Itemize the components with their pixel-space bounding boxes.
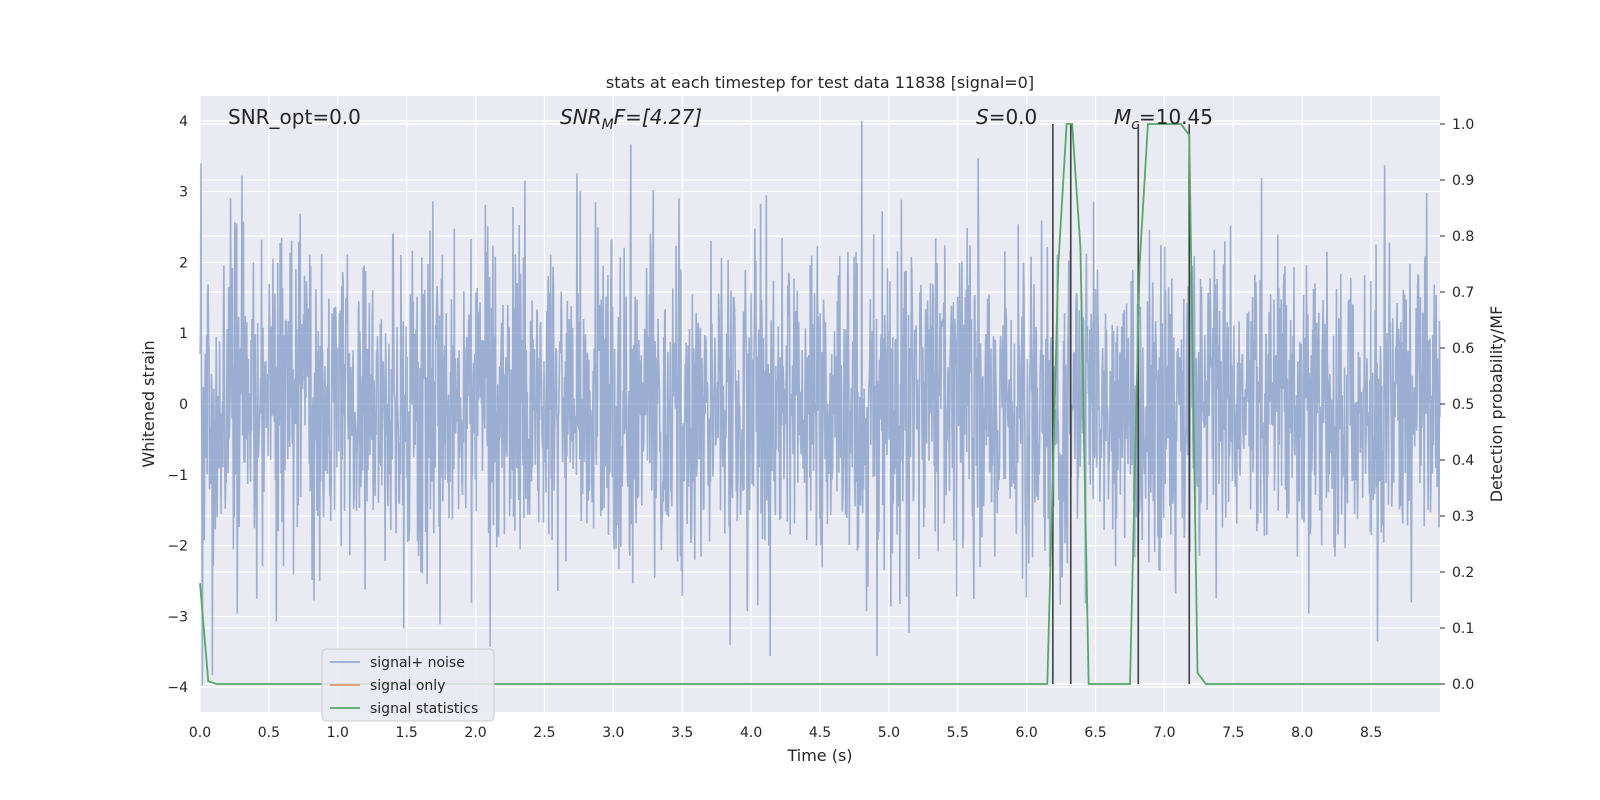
x-tick-label: 4.5	[809, 725, 831, 741]
x-tick-label: 8.0	[1291, 725, 1313, 741]
y2-tick-label: 0.9	[1452, 173, 1474, 189]
x-tick-label: 0.0	[189, 725, 211, 741]
y-axis-label: Whitened strain	[139, 340, 158, 467]
y-tick-label: −2	[167, 539, 188, 555]
chart-title: stats at each timestep for test data 118…	[606, 73, 1034, 92]
y-tick-label: 1	[179, 326, 188, 342]
annotation-snr-mf-rest: F=[4.27]	[614, 105, 702, 129]
x-tick-label: 2.0	[464, 725, 486, 741]
x-tick-label: 7.5	[1222, 725, 1244, 741]
y2-tick-label: 0.3	[1452, 509, 1474, 525]
annotation-mc-rest: =10.45	[1139, 105, 1213, 129]
legend-box	[321, 648, 495, 722]
x-tick-label: 5.5	[947, 725, 969, 741]
annotation-s-main: S	[976, 105, 989, 129]
x-tick-label: 0.5	[258, 725, 280, 741]
x-tick-label: 6.5	[1084, 725, 1106, 741]
legend-label-signal: signal only	[370, 678, 445, 694]
x-tick-label: 5.0	[878, 725, 900, 741]
x-tick-label: 6.0	[1016, 725, 1038, 741]
y2-tick-label: 0.2	[1452, 565, 1474, 581]
legend-label-stats: signal statistics	[370, 701, 478, 717]
x-tick-label: 3.0	[602, 725, 624, 741]
annotation-mc-sub: c	[1131, 117, 1139, 133]
annotation-snr-mf-sub: M	[602, 117, 614, 133]
x-tick-label: 2.5	[533, 725, 555, 741]
y2-tick-label: 0.8	[1452, 229, 1474, 245]
annotation-snr-opt: SNR_opt=0.0	[228, 105, 361, 129]
y2-tick-label: 0.5	[1452, 397, 1474, 413]
y2-tick-label: 0.4	[1452, 453, 1474, 469]
annotation-snr-mf: SNRMF=[4.27]	[560, 105, 702, 133]
vertical-lines	[1052, 124, 1191, 684]
y-tick-label: 0	[179, 397, 188, 413]
y-tick-label: 2	[179, 255, 188, 271]
x-tick-label: 1.0	[327, 725, 349, 741]
annotation-snr-mf-main: SNR	[560, 105, 602, 129]
stats-series	[199, 123, 1440, 685]
x-tick-labels: 0.0 0.5 1.0 1.5 2.0 2.5 3.0 3.5 4.0 4.5 5.0 5.5 6.0 6…	[189, 725, 1382, 741]
x-tick-label: 7.0	[1153, 725, 1175, 741]
y2-axis-label: Detection probability/MF	[1487, 306, 1506, 503]
x-tick-label: 4.0	[740, 725, 762, 741]
y-tick-label: −4	[167, 680, 188, 696]
legend: signal+ noise signal only signal statist…	[321, 648, 495, 722]
y2-tick-label: 0.1	[1452, 621, 1474, 637]
series-signal-noise	[199, 120, 1441, 686]
annotation-s: S=0.0	[976, 105, 1037, 129]
noise-series	[199, 120, 1441, 686]
annotation-mc-main: M	[1114, 105, 1131, 129]
y-tick-label: −3	[167, 609, 188, 625]
y2-tick-label: 1.0	[1452, 117, 1474, 133]
x-tick-label: 1.5	[396, 725, 418, 741]
y2-tick-labels: 1.0 0.9 0.8 0.7 0.6 0.5 0.4 0.3 0.2 0.1 0.0	[1440, 117, 1474, 693]
y2-tick-label: 0.6	[1452, 341, 1474, 357]
x-tick-label: 3.5	[671, 725, 693, 741]
annotation-s-rest: =0.0	[989, 105, 1038, 129]
y-tick-labels: 4 3 2 1 0 −1 −2 −3 −4	[167, 114, 188, 696]
x-tick-label: 8.5	[1360, 725, 1382, 741]
y-tick-label: 3	[179, 185, 188, 201]
y-tick-label: −1	[167, 468, 188, 484]
x-axis-label: Time (s)	[786, 746, 852, 765]
annotation-mc: Mc=10.45	[1114, 105, 1213, 133]
y2-tick-label: 0.0	[1452, 677, 1474, 693]
y-tick-label: 4	[179, 114, 188, 130]
legend-label-noise: signal+ noise	[370, 655, 465, 671]
series-signal-statistics	[199, 123, 1440, 685]
y2-tick-label: 0.7	[1452, 285, 1474, 301]
